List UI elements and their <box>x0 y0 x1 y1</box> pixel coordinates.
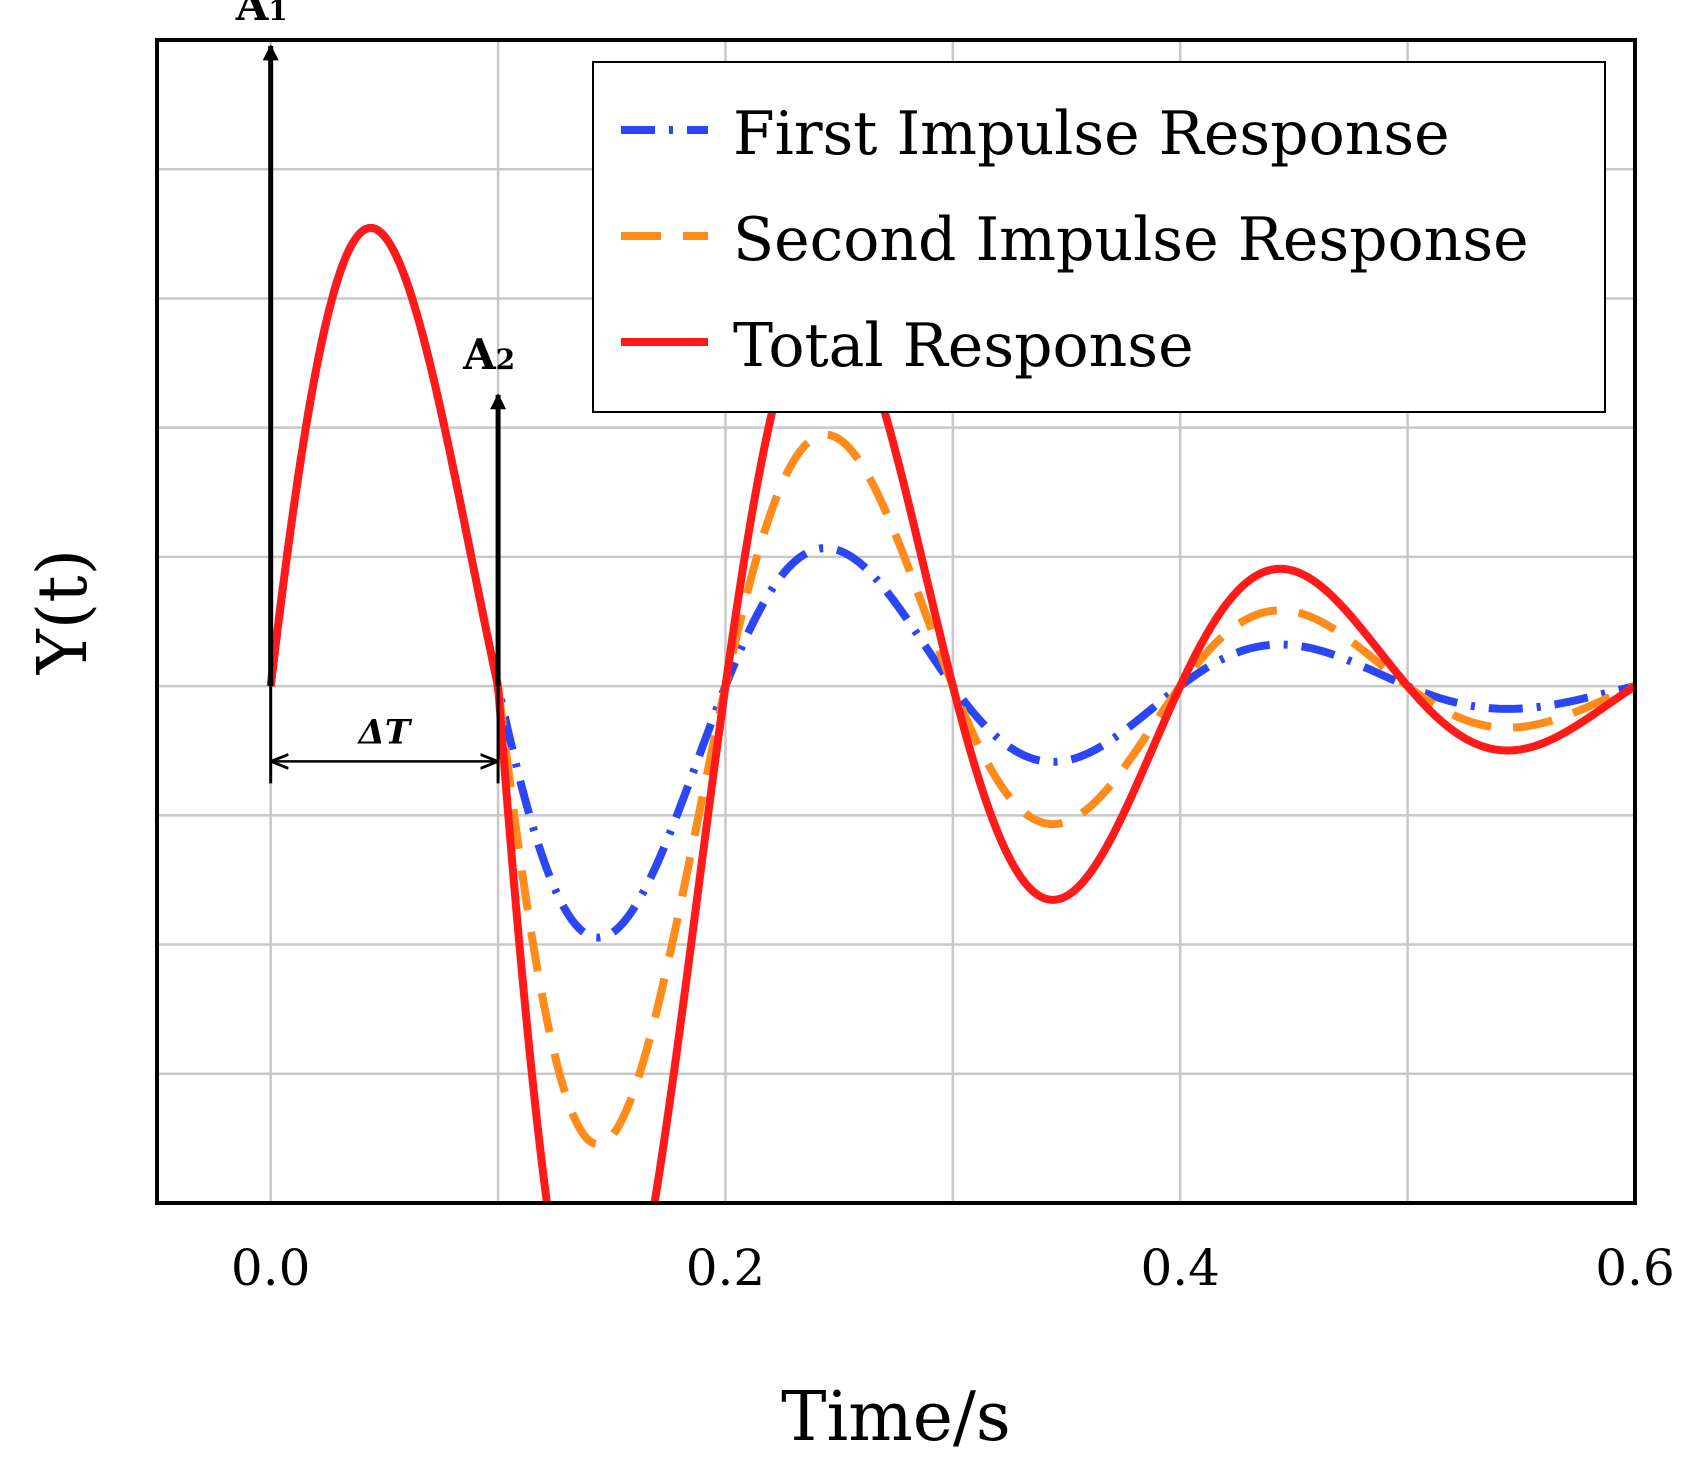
y-axis-label: Y(t) <box>24 549 103 675</box>
delta-t-label: ΔT <box>357 712 413 752</box>
annotations: A1 A2 ΔT <box>235 0 515 784</box>
x-tick-label: 0.0 <box>231 1239 311 1297</box>
legend-box <box>592 61 1606 413</box>
x-axis-label: Time/s <box>781 1378 1011 1457</box>
x-tick-label: 0.4 <box>1140 1239 1220 1297</box>
legend-label: Second Impulse Response <box>733 205 1529 275</box>
impulse-a2-letter: A <box>462 330 497 379</box>
plot-frame <box>155 38 1637 1205</box>
legend: First Impulse Response Second Impulse Res… <box>592 61 1606 413</box>
impulse-a1-subscript: 1 <box>268 0 287 27</box>
impulse-a1-letter: A <box>235 0 270 30</box>
x-tick-label: 0.2 <box>686 1239 766 1297</box>
x-axis-ticks: 0.0 0.2 0.4 0.6 <box>231 1239 1675 1297</box>
impulse-a2-subscript: 2 <box>496 343 515 376</box>
legend-label: Total Response <box>733 311 1194 381</box>
legend-label: First Impulse Response <box>733 99 1450 169</box>
impulse-a1-label: A1 <box>235 0 288 30</box>
second-impulse-response-line <box>494 430 1635 1149</box>
impulse-a2-label: A2 <box>462 330 515 379</box>
x-tick-label: 0.6 <box>1595 1239 1675 1297</box>
